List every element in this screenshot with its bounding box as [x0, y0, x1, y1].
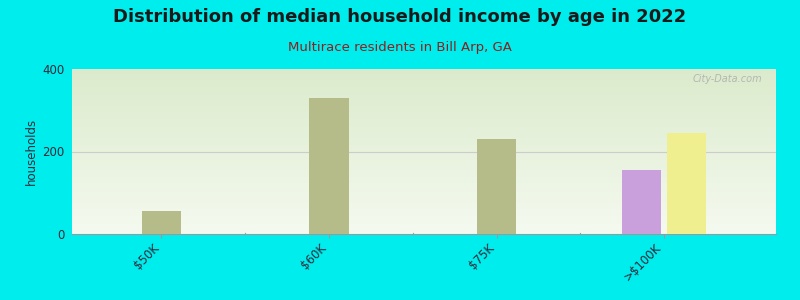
- Bar: [667, 133, 706, 234]
- Bar: [477, 139, 516, 234]
- Bar: [622, 170, 662, 234]
- Text: Distribution of median household income by age in 2022: Distribution of median household income …: [114, 8, 686, 26]
- Text: Multirace residents in Bill Arp, GA: Multirace residents in Bill Arp, GA: [288, 40, 512, 53]
- Text: City-Data.com: City-Data.com: [692, 74, 762, 84]
- Bar: [142, 211, 181, 234]
- Bar: [310, 98, 349, 234]
- Y-axis label: households: households: [25, 118, 38, 185]
